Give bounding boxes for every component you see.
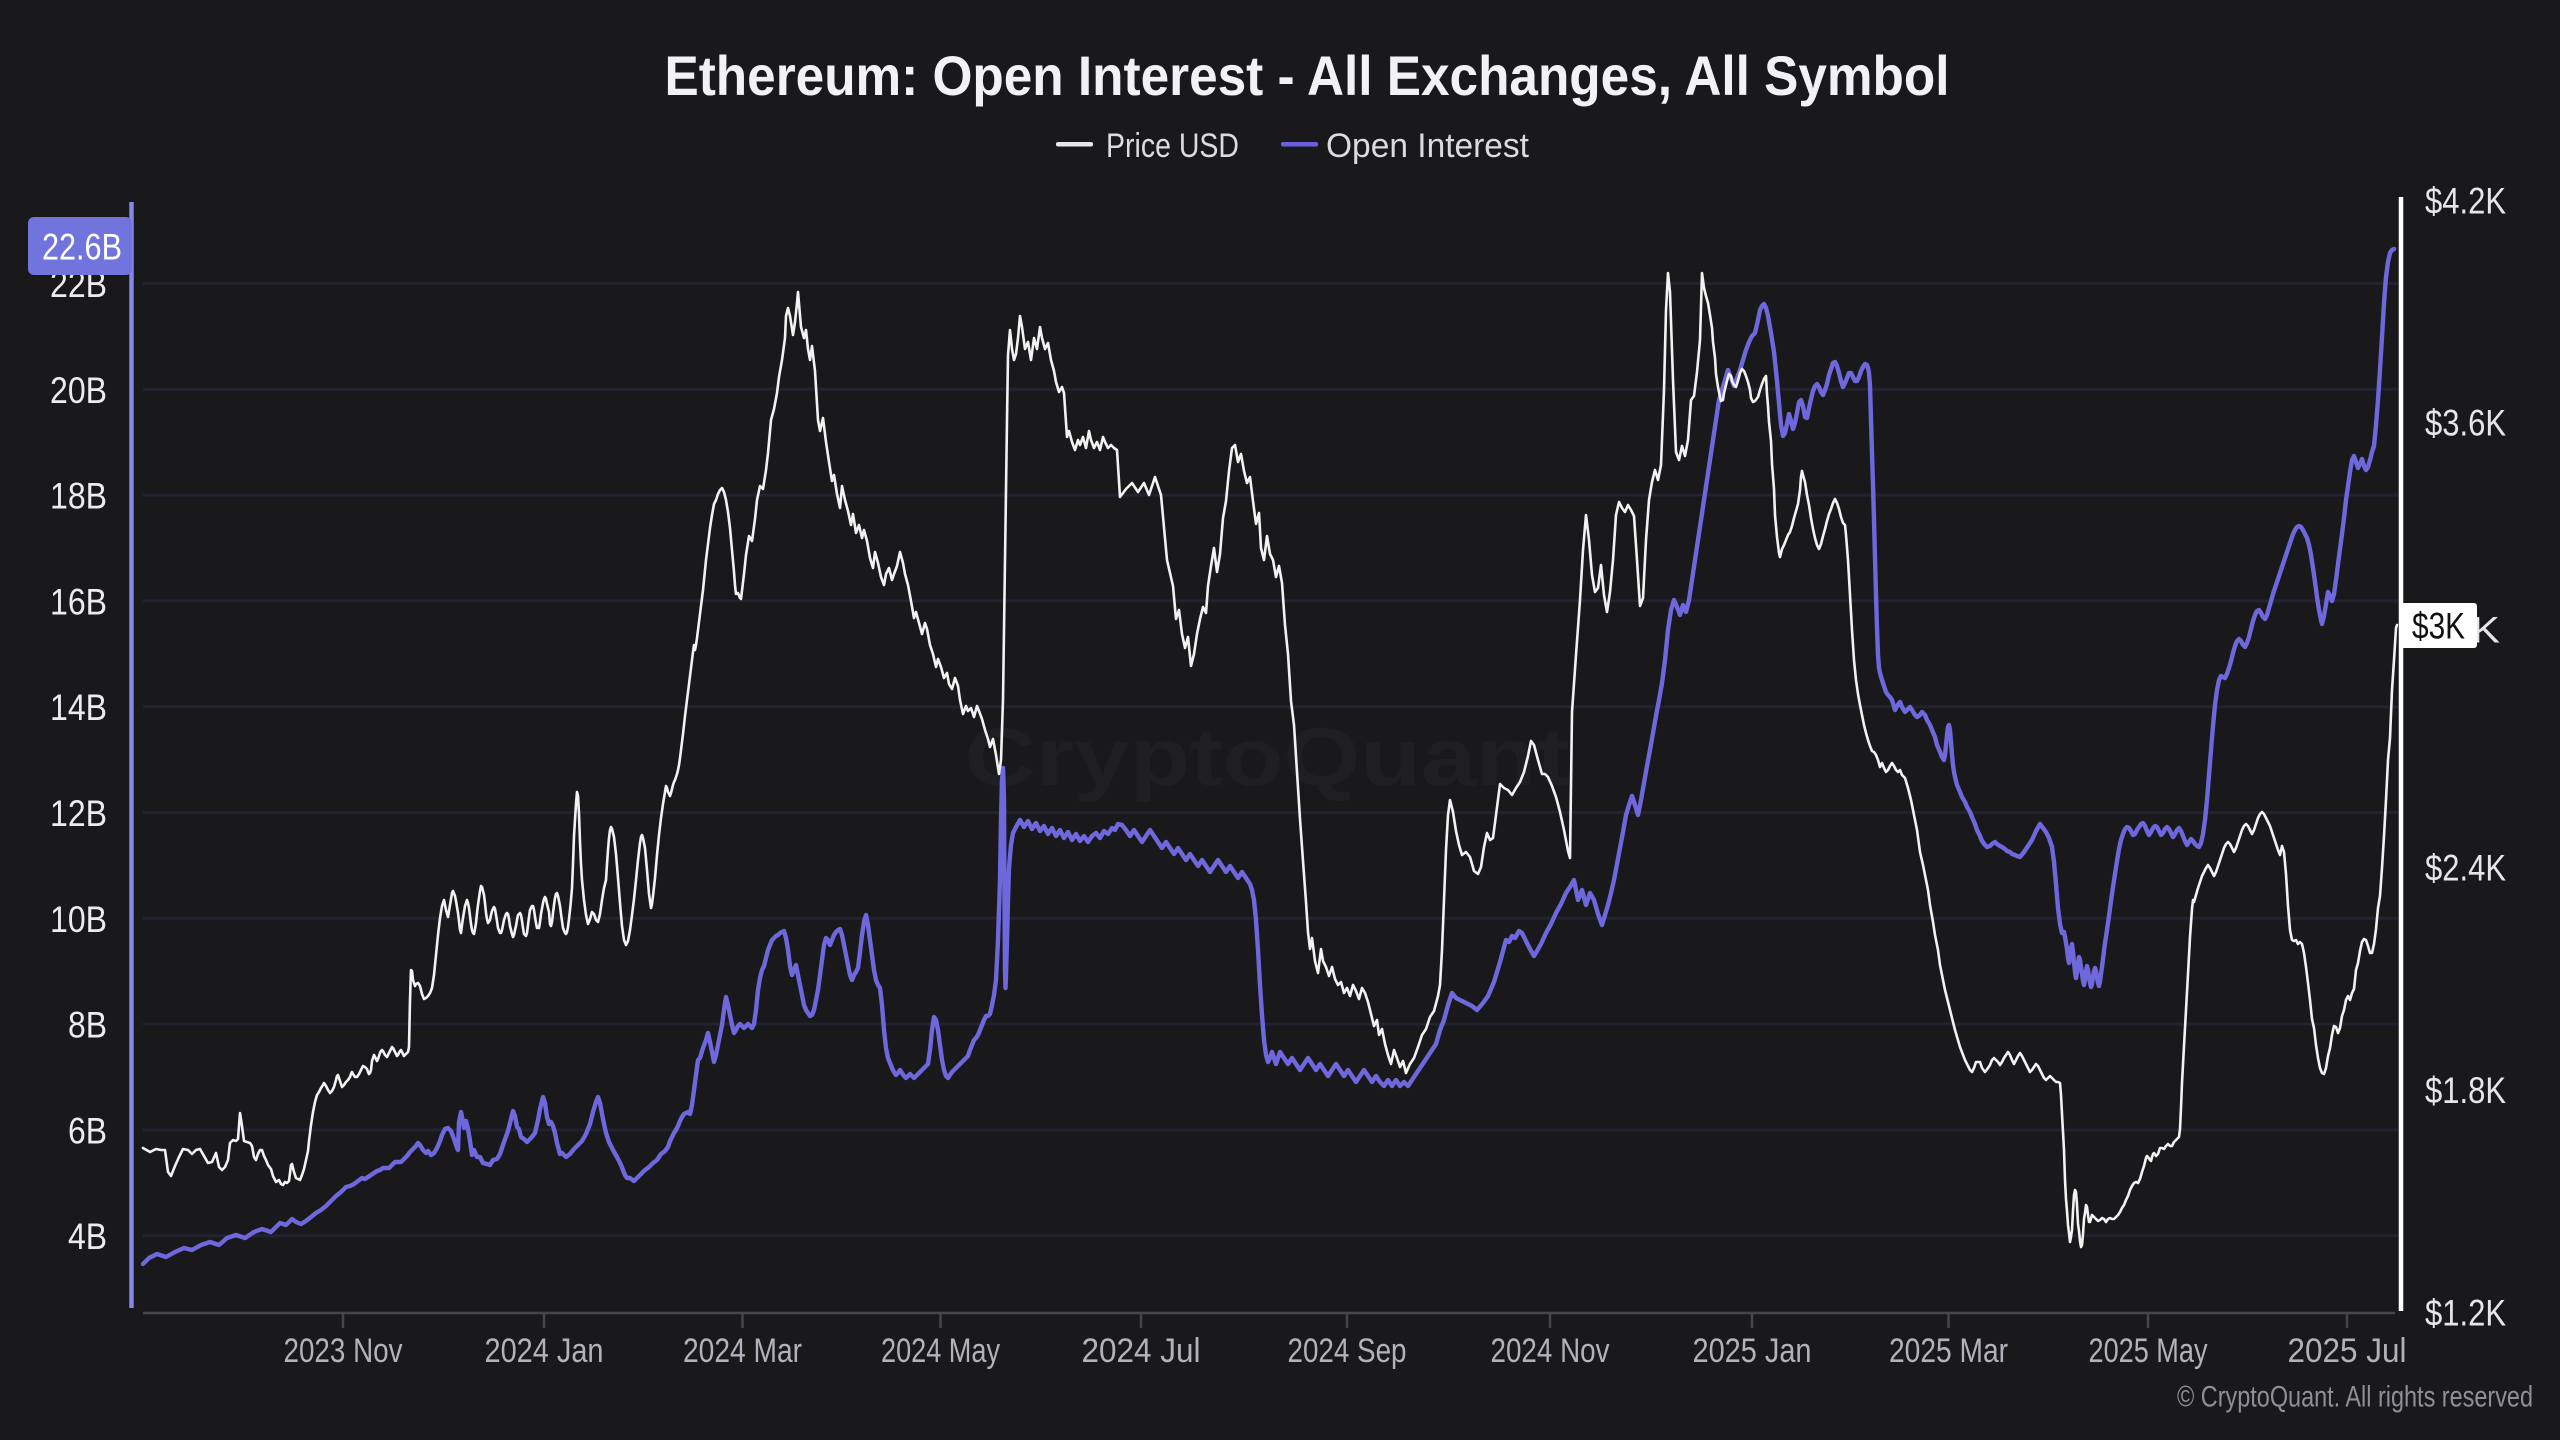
svg-text:$1.8K: $1.8K xyxy=(2425,1070,2506,1111)
svg-text:18B: 18B xyxy=(50,476,107,517)
svg-text:2025 Jul: 2025 Jul xyxy=(2288,1332,2407,1370)
svg-text:20B: 20B xyxy=(50,370,107,411)
svg-text:2025 May: 2025 May xyxy=(2089,1332,2208,1370)
svg-text:$1.2K: $1.2K xyxy=(2425,1292,2506,1333)
svg-text:22.6B: 22.6B xyxy=(42,227,122,268)
svg-text:2023 Nov: 2023 Nov xyxy=(284,1332,403,1370)
svg-text:© CryptoQuant. All rights rese: © CryptoQuant. All rights reserved xyxy=(2177,1381,2533,1414)
svg-text:Price USD: Price USD xyxy=(1106,127,1239,165)
svg-text:2024 Mar: 2024 Mar xyxy=(683,1332,802,1370)
svg-text:2024 May: 2024 May xyxy=(881,1332,1000,1370)
svg-text:$3K: $3K xyxy=(2412,606,2465,647)
svg-text:4B: 4B xyxy=(68,1216,107,1257)
svg-text:16B: 16B xyxy=(50,581,107,622)
svg-text:Ethereum: Open Interest - All: Ethereum: Open Interest - All Exchanges,… xyxy=(665,44,1950,107)
svg-text:Open Interest: Open Interest xyxy=(1326,127,1530,165)
svg-text:10B: 10B xyxy=(50,899,107,940)
svg-text:2025 Jan: 2025 Jan xyxy=(1693,1332,1812,1370)
svg-text:2024 Jul: 2024 Jul xyxy=(1082,1332,1201,1370)
svg-text:8B: 8B xyxy=(68,1005,107,1046)
svg-text:14B: 14B xyxy=(50,687,107,728)
svg-text:CryptoQuant: CryptoQuant xyxy=(965,712,1570,803)
svg-text:2025 Mar: 2025 Mar xyxy=(1889,1332,2008,1370)
svg-text:12B: 12B xyxy=(50,793,107,834)
svg-text:2024 Nov: 2024 Nov xyxy=(1491,1332,1610,1370)
svg-text:$2.4K: $2.4K xyxy=(2425,848,2506,889)
svg-text:$4.2K: $4.2K xyxy=(2425,180,2506,221)
svg-text:2024 Jan: 2024 Jan xyxy=(485,1332,604,1370)
svg-text:$3.6K: $3.6K xyxy=(2425,403,2506,444)
svg-text:6B: 6B xyxy=(68,1110,107,1151)
svg-text:2024 Sep: 2024 Sep xyxy=(1288,1332,1407,1370)
